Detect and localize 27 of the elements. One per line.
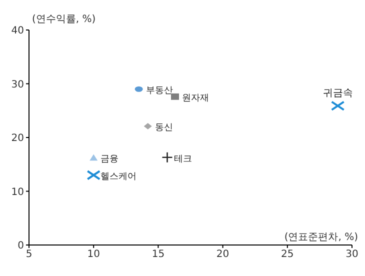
y-tick-label: 30 <box>11 79 24 90</box>
series-label: 금융 <box>100 154 119 164</box>
series-label: 귀금속 <box>322 88 353 99</box>
point <box>330 100 345 111</box>
x-tick-label: 15 <box>152 249 165 260</box>
point <box>90 154 98 161</box>
point <box>170 93 179 100</box>
x-tick-label: 25 <box>281 249 294 260</box>
y-axis-title: (연수익률, %) <box>32 13 96 26</box>
point <box>144 123 152 130</box>
x-tick-label: 10 <box>87 249 100 260</box>
point <box>134 86 143 92</box>
point <box>86 170 101 180</box>
y-tick-label: 0 <box>18 240 24 252</box>
y-tick-label: 10 <box>11 186 24 198</box>
series-label: 헬스케어 <box>100 172 137 182</box>
series-label: 동신 <box>154 123 173 134</box>
series-label: 원자재 <box>182 94 209 104</box>
y-tick-label: 20 <box>11 133 24 144</box>
y-tick-label: 40 <box>11 26 24 37</box>
x-tick-label: 30 <box>346 249 358 260</box>
x-axis-title: (연표준편차, %) <box>284 231 358 244</box>
point <box>162 152 173 164</box>
x-tick-label: 20 <box>216 249 230 260</box>
series-label: 부동산 <box>146 86 173 96</box>
x-tick-label: 5 <box>26 249 32 260</box>
series-label: 테크 <box>174 154 192 164</box>
